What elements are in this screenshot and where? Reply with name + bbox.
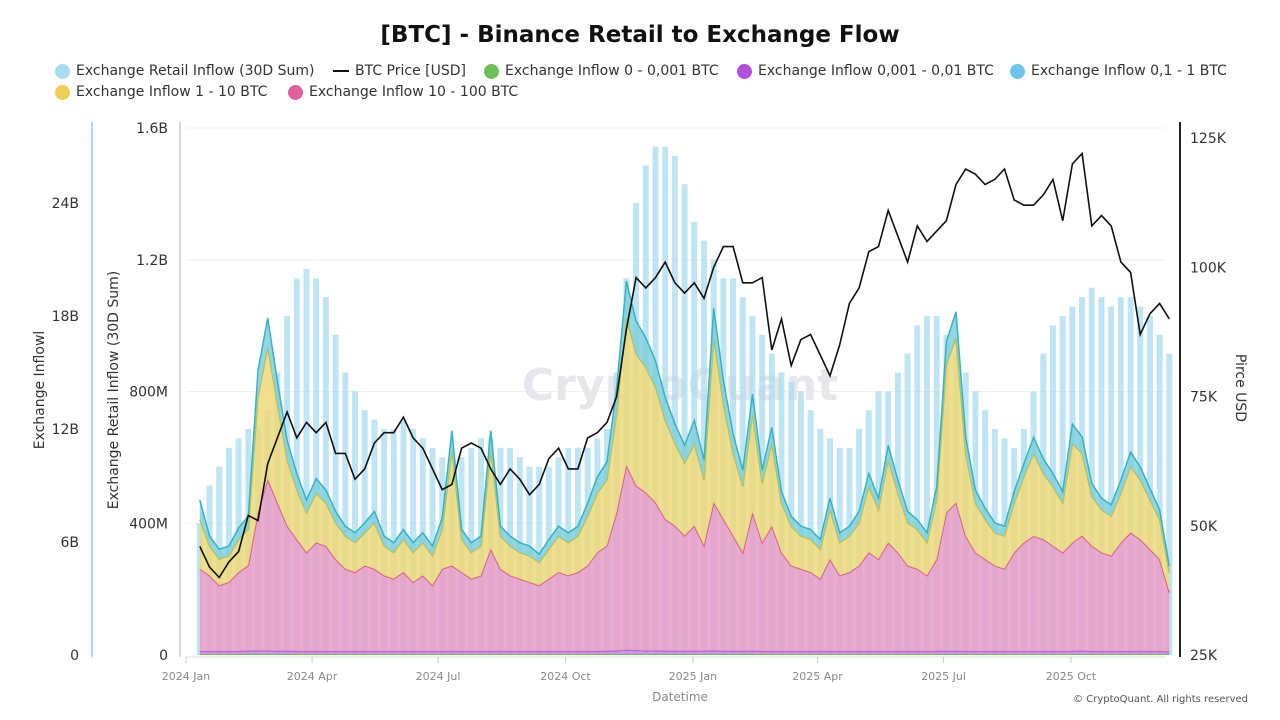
legend-dot-icon xyxy=(55,84,70,100)
retail-30d-bar xyxy=(1088,287,1095,655)
legend-item-inflow-01-1[interactable]: Exchange Inflow 0,1 - 1 BTC xyxy=(1010,63,1227,79)
legend-label: Exchange Inflow 10 - 100 BTC xyxy=(309,84,519,100)
retail-30d-bar xyxy=(1146,316,1153,655)
x-tick-label: 2024 Jan xyxy=(162,670,210,683)
legend-line-icon xyxy=(333,70,349,72)
retail-30d-bar xyxy=(342,372,349,655)
retail-30d-bar xyxy=(293,278,300,655)
retail-30d-bar xyxy=(1098,297,1105,655)
retail-30d-bar xyxy=(923,316,930,655)
legend-dot-icon xyxy=(288,84,303,100)
area-exchange-inflow-10-100-btc xyxy=(199,465,1170,652)
y-mid-tick-label: 400M xyxy=(129,516,168,532)
retail-30d-bar xyxy=(914,325,921,655)
retail-30d-bar xyxy=(351,391,358,655)
y-left-tick-label: 6B xyxy=(60,535,79,551)
btc-price-line xyxy=(199,151,1170,579)
x-tick-label: 2024 Jul xyxy=(416,670,461,683)
retail-30d-bar xyxy=(332,334,339,655)
x-axis-title: Datetime xyxy=(652,690,708,704)
y-mid-tick-label: 1.6B xyxy=(136,121,168,137)
retail-30d-bar xyxy=(1059,316,1066,655)
line-exchange-inflow-0-1-1-btc xyxy=(199,281,1171,567)
y-mid-axis-title: Exchange Retail Inflow (30D Sum) xyxy=(106,271,122,510)
retail-30d-bar xyxy=(671,155,678,655)
x-tick-label: 2025 Oct xyxy=(1046,670,1097,683)
x-tick-label: 2025 Apr xyxy=(792,670,843,683)
legend-dot-icon xyxy=(484,63,499,79)
retail-30d-bar xyxy=(322,297,329,655)
y-right-tick-label: 25K xyxy=(1190,648,1218,664)
x-tick-label: 2024 Apr xyxy=(287,670,338,683)
retail-30d-bar xyxy=(313,278,320,655)
copyright: © CryptoQuant. All rights reserved xyxy=(1073,694,1248,705)
legend-item-inflow-1-10[interactable]: Exchange Inflow 1 - 10 BTC xyxy=(55,84,267,100)
retail-30d-bar xyxy=(700,240,707,655)
y-right-tick-label: 125K xyxy=(1190,131,1227,147)
retail-30d-bar xyxy=(904,353,911,655)
area-exchange-inflow-0-001-0-01-btc xyxy=(199,650,1170,654)
retail-30d-bar xyxy=(1108,306,1115,655)
retail-30d-bar xyxy=(797,391,804,655)
x-tick-label: 2025 Jan xyxy=(669,670,717,683)
y-mid-tick-label: 1.2B xyxy=(136,253,168,269)
y-left-tick-label: 0 xyxy=(70,648,79,664)
y-left-tick-label: 18B xyxy=(52,309,79,325)
retail-30d-bar xyxy=(1117,297,1124,655)
retail-30d-bar xyxy=(681,184,688,655)
y-mid-tick-label: 0 xyxy=(159,648,168,664)
legend-label: Exchange Retail Inflow (30D Sum) xyxy=(76,63,315,79)
legend-label: Exchange Inflow 0 - 0,001 BTC xyxy=(505,63,719,79)
retail-30d-bar xyxy=(1156,334,1163,655)
y-left-axis-title: Exchange Inflowl xyxy=(32,331,48,450)
legend-item-retail-30d[interactable]: Exchange Retail Inflow (30D Sum) xyxy=(55,63,315,79)
y-left-tick-label: 24B xyxy=(52,196,79,212)
legend-label: BTC Price [USD] xyxy=(355,63,467,79)
legend-dot-icon xyxy=(1010,63,1025,79)
y-left-tick-label: 12B xyxy=(52,422,79,438)
legend-label: Exchange Inflow 1 - 10 BTC xyxy=(76,84,268,100)
legend-label: Exchange Inflow 0,1 - 1 BTC xyxy=(1031,63,1227,79)
x-tick-label: 2025 Jul xyxy=(921,670,966,683)
legend-item-btc-price[interactable]: BTC Price [USD] xyxy=(333,63,466,79)
y-right-tick-label: 75K xyxy=(1190,390,1218,406)
y-mid-tick-label: 800M xyxy=(129,385,168,401)
legend-item-inflow-10-100[interactable]: Exchange Inflow 10 - 100 BTC xyxy=(288,84,518,100)
legend-item-inflow-0001-001[interactable]: Exchange Inflow 0,001 - 0,01 BTC xyxy=(737,63,994,79)
retail-30d-bar xyxy=(303,268,310,655)
y-right-tick-label: 50K xyxy=(1190,519,1218,535)
legend-item-inflow-0-0001[interactable]: Exchange Inflow 0 - 0,001 BTC xyxy=(484,63,719,79)
legend-dot-icon xyxy=(55,63,70,79)
retail-30d-bar xyxy=(1166,353,1173,655)
chart-title: [BTC] - Binance Retail to Exchange Flow xyxy=(380,22,900,48)
watermark: CryptoQuant xyxy=(522,360,838,411)
x-tick-label: 2024 Oct xyxy=(540,670,591,683)
y-right-tick-label: 100K xyxy=(1190,260,1227,276)
y-right-axis-title: Pirce USD xyxy=(1232,354,1248,422)
legend-label: Exchange Inflow 0,001 - 0,01 BTC xyxy=(758,63,994,79)
legend-dot-icon xyxy=(737,63,752,79)
